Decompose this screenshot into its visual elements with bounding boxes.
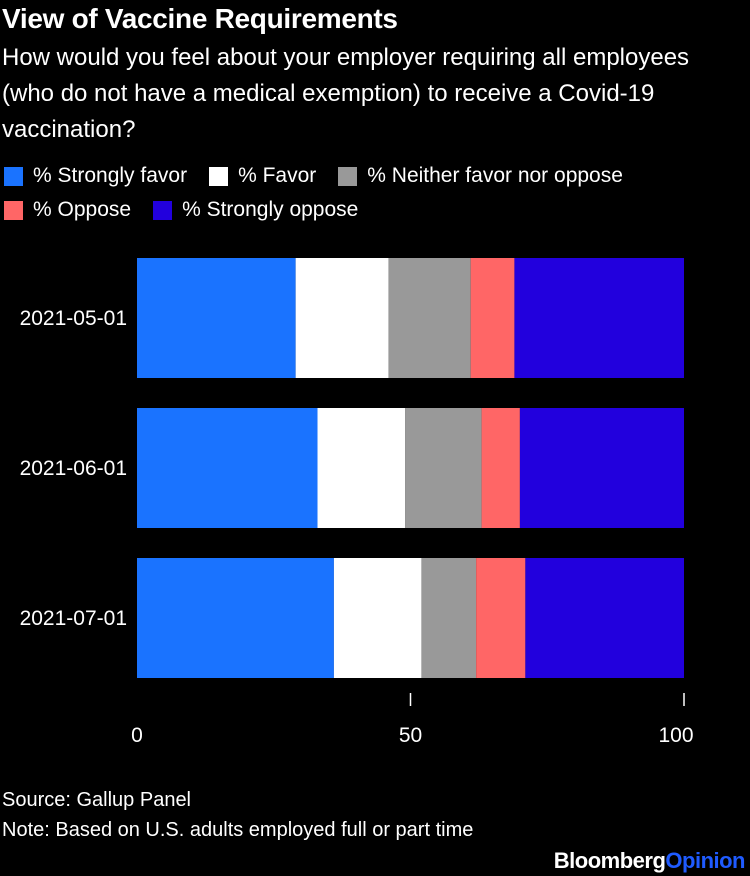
x-tick-label: 100 bbox=[658, 724, 693, 747]
x-tick-label: 0 bbox=[131, 724, 143, 747]
bar-strongly-favor-2021-06-01 bbox=[137, 408, 318, 528]
brand-bloomberg: Bloomberg bbox=[553, 848, 666, 873]
chart-subtitle: How would you feel about your employer r… bbox=[2, 44, 690, 143]
bloomberg-opinion-logo: BloombergOpinion bbox=[553, 848, 746, 874]
legend: % Strongly favor % Favor % Neither favor… bbox=[4, 160, 744, 228]
category-label: 2021-06-01 bbox=[20, 457, 127, 480]
legend-swatch-strongly-favor bbox=[4, 166, 23, 186]
bar-strongly-favor-2021-05-01 bbox=[137, 258, 296, 378]
legend-label-strongly-favor: % Strongly favor bbox=[33, 164, 188, 187]
category-label: 2021-05-01 bbox=[20, 307, 127, 330]
legend-label-neither: % Neither favor nor oppose bbox=[367, 164, 623, 187]
legend-item-neither: % Neither favor nor oppose bbox=[338, 164, 623, 188]
source-note: Source: Gallup Panel bbox=[2, 789, 192, 811]
bar-strongly-oppose-2021-06-01 bbox=[519, 408, 684, 528]
legend-swatch-strongly-oppose bbox=[153, 200, 173, 220]
bar-strongly-favor-2021-07-01 bbox=[137, 558, 334, 678]
bar-strongly-oppose-2021-07-01 bbox=[525, 558, 684, 678]
legend-item-strongly-favor: % Strongly favor bbox=[4, 164, 187, 188]
legend-row-1: % Strongly favor % Favor % Neither favor… bbox=[4, 160, 744, 192]
legend-label-oppose: % Oppose bbox=[33, 198, 132, 221]
bar-favor-2021-05-01 bbox=[295, 258, 389, 378]
legend-item-oppose: % Oppose bbox=[4, 198, 131, 222]
bar-neither-2021-05-01 bbox=[388, 258, 471, 378]
chart-title: View of Vaccine Requirements bbox=[2, 3, 398, 34]
bar-favor-2021-07-01 bbox=[333, 558, 422, 678]
brand-opinion: Opinion bbox=[665, 848, 745, 873]
legend-item-favor: % Favor bbox=[209, 164, 316, 188]
bar-neither-2021-06-01 bbox=[405, 408, 482, 528]
x-tick-label: 50 bbox=[399, 724, 422, 747]
bar-neither-2021-07-01 bbox=[421, 558, 477, 678]
legend-item-strongly-oppose: % Strongly oppose bbox=[153, 198, 358, 222]
legend-swatch-oppose bbox=[4, 200, 23, 220]
legend-label-favor: % Favor bbox=[238, 164, 317, 187]
bar-favor-2021-06-01 bbox=[317, 408, 406, 528]
bar-strongly-oppose-2021-05-01 bbox=[514, 258, 684, 378]
legend-label-strongly-oppose: % Strongly oppose bbox=[182, 198, 359, 221]
legend-swatch-neither bbox=[338, 166, 358, 186]
bar-oppose-2021-07-01 bbox=[476, 558, 526, 678]
legend-swatch-favor bbox=[209, 166, 229, 186]
bar-oppose-2021-06-01 bbox=[481, 408, 520, 528]
stacked-bar-chart: 2021-05-01 2021-06-01 2021-07-01 0 50 100 bbox=[20, 258, 694, 747]
category-label: 2021-07-01 bbox=[20, 607, 127, 630]
bar-oppose-2021-05-01 bbox=[470, 258, 515, 378]
footnote: Note: Based on U.S. adults employed full… bbox=[2, 819, 474, 841]
legend-row-2: % Oppose % Strongly oppose bbox=[4, 194, 744, 226]
